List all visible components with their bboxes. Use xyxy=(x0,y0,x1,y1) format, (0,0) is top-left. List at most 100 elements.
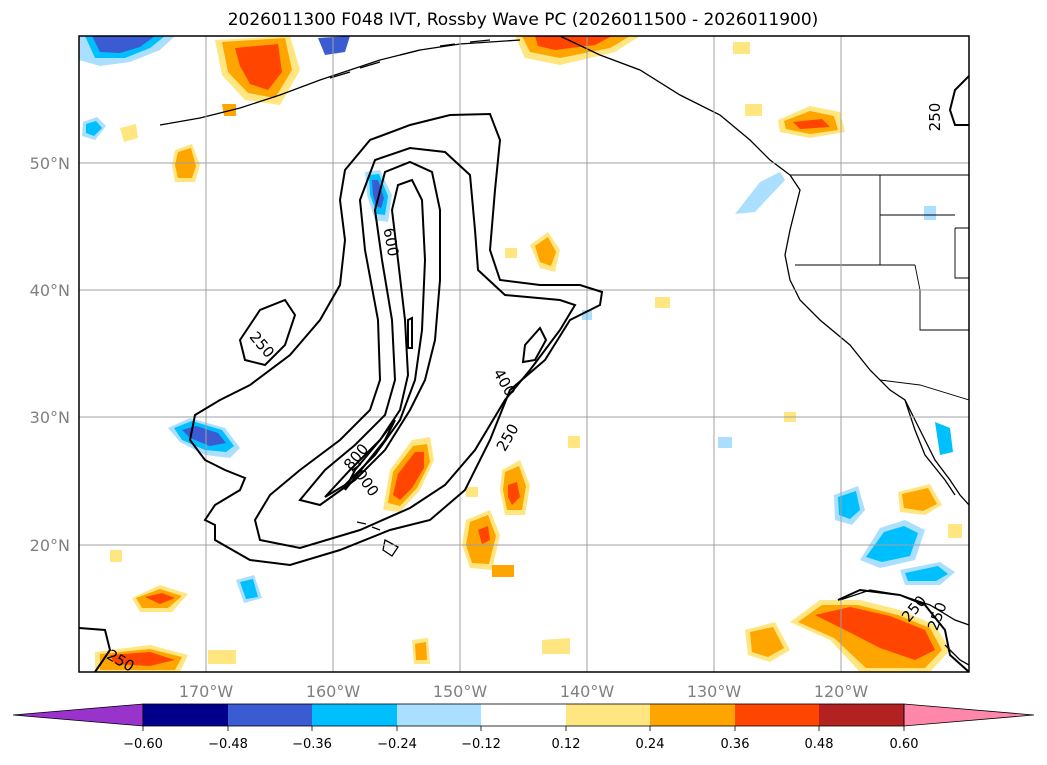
colorbar-segment xyxy=(481,704,566,726)
contour-label: 600 xyxy=(380,226,403,257)
colorbar-tick-label: −0.36 xyxy=(292,737,332,752)
map-frame xyxy=(78,35,970,673)
positive-anomaly-region xyxy=(393,452,424,500)
baja-california xyxy=(904,399,956,496)
colorbar-tick-label: −0.48 xyxy=(208,737,248,752)
colorbar-tick-label: 0.24 xyxy=(636,737,665,752)
ivt-contour-250 xyxy=(948,75,969,126)
positive-anomaly-region xyxy=(478,526,490,544)
negative-anomaly-region xyxy=(905,566,948,581)
positive-anomaly-region xyxy=(745,104,762,116)
colorbar-segment xyxy=(312,704,397,726)
colorbar: −0.60 −0.48 −0.36 −0.24 −0.12 0.12 0.24 … xyxy=(12,703,1035,752)
latitude-labels: 50°N 40°N 30°N 20°N xyxy=(30,154,70,555)
shaded-anomalies xyxy=(79,36,962,672)
ivt-contour-250 xyxy=(837,588,969,672)
lon-label-150w: 150°W xyxy=(433,682,488,701)
colorbar-tick-label: −0.24 xyxy=(377,737,417,752)
colorbar-segment xyxy=(143,704,228,726)
positive-anomaly-region xyxy=(110,550,122,562)
negative-anomaly-region xyxy=(935,422,953,455)
gridlines xyxy=(79,36,969,672)
positive-anomaly-region xyxy=(733,42,750,54)
lon-label-170w: 170°W xyxy=(179,682,234,701)
colorbar-segment xyxy=(397,704,481,726)
positive-anomaly-region xyxy=(466,487,478,497)
lat-label-40n: 40°N xyxy=(30,281,70,300)
positive-anomaly-region xyxy=(793,119,830,129)
positive-anomaly-region xyxy=(145,593,175,604)
positive-anomaly-region xyxy=(542,638,570,654)
lon-label-140w: 140°W xyxy=(560,682,615,701)
positive-anomaly-region xyxy=(110,652,175,666)
positive-anomaly-region xyxy=(902,488,937,511)
colorbar-extend-max xyxy=(903,703,1035,727)
positive-anomaly-region xyxy=(120,124,138,142)
longitude-labels: 170°W 160°W 150°W 140°W 130°W 120°W xyxy=(179,682,869,701)
negative-anomaly-region xyxy=(718,437,732,448)
negative-anomaly-region xyxy=(182,426,226,446)
colorbar-ticks xyxy=(142,726,905,731)
colorbar-segment xyxy=(819,704,904,726)
positive-anomaly-region xyxy=(750,627,784,657)
lat-label-50n: 50°N xyxy=(30,154,70,173)
negative-anomaly-region xyxy=(240,579,258,599)
political-borders xyxy=(790,174,969,401)
colorbar-segment xyxy=(735,704,819,726)
positive-anomaly-region xyxy=(208,650,236,664)
negative-anomaly-region xyxy=(92,36,155,53)
positive-anomaly-region xyxy=(415,642,427,660)
ivt-contour-400 xyxy=(253,146,577,550)
figure-title: 2026011300 F048 IVT, Rossby Wave PC (202… xyxy=(228,10,819,30)
lat-label-20n: 20°N xyxy=(30,536,70,555)
colorbar-tick-label: −0.60 xyxy=(123,737,163,752)
positive-anomaly-region xyxy=(535,237,556,266)
negative-anomaly-region xyxy=(866,526,918,562)
positive-anomaly-region xyxy=(655,297,670,308)
positive-anomaly-region xyxy=(505,248,517,258)
ivt-contour-250 xyxy=(188,112,604,567)
colorbar-tick-label: 0.60 xyxy=(890,737,919,752)
lon-label-160w: 160°W xyxy=(306,682,361,701)
ivt-contour-400 xyxy=(521,326,548,364)
colorbar-extend-min xyxy=(12,703,144,727)
state-border xyxy=(795,175,969,331)
negative-anomaly-region xyxy=(735,172,785,214)
ivt-contours xyxy=(79,75,969,672)
positive-anomaly-region xyxy=(815,607,935,660)
colorbar-frame xyxy=(142,703,905,727)
alaska-aleutian-coastline xyxy=(159,36,791,176)
ivt-contour-1000 xyxy=(407,316,413,349)
ivt-contour-800 xyxy=(324,178,427,498)
positive-anomaly-region xyxy=(492,565,514,577)
ivt-contour-1000 xyxy=(344,419,396,491)
positive-anomaly-region xyxy=(948,524,962,538)
colorbar-tick-label: 0.12 xyxy=(552,737,581,752)
colorbar-segment xyxy=(650,704,735,726)
positive-anomaly-region xyxy=(568,436,580,448)
lon-label-130w: 130°W xyxy=(687,682,742,701)
positive-anomaly-region xyxy=(508,482,520,505)
north-american-west-coast xyxy=(784,174,969,506)
ivt-contour-250 xyxy=(79,627,112,672)
colorbar-tick-label: −0.12 xyxy=(461,737,501,752)
negative-anomaly-region xyxy=(318,36,350,55)
aleutian-islands xyxy=(329,39,491,79)
ivt-contour-250 xyxy=(238,298,297,367)
lat-label-30n: 30°N xyxy=(30,408,70,427)
positive-anomaly-region xyxy=(235,44,282,90)
lon-label-120w: 120°W xyxy=(814,682,869,701)
map-panel: 250 250 400 600 800 1000 250 250 250 250 xyxy=(79,36,969,672)
negative-anomaly-region xyxy=(838,491,860,519)
negative-anomaly-region xyxy=(86,121,102,136)
ivt-contour-600 xyxy=(298,160,441,507)
colorbar-segment xyxy=(566,704,650,726)
us-mexico-border xyxy=(879,379,969,401)
negative-anomaly-region xyxy=(372,180,384,208)
contour-label: 250 xyxy=(926,103,944,132)
colorbar-tick-label: 0.36 xyxy=(721,737,750,752)
positive-anomaly-region xyxy=(222,104,236,116)
colorbar-tick-label: 0.48 xyxy=(805,737,834,752)
coastlines xyxy=(159,36,969,666)
